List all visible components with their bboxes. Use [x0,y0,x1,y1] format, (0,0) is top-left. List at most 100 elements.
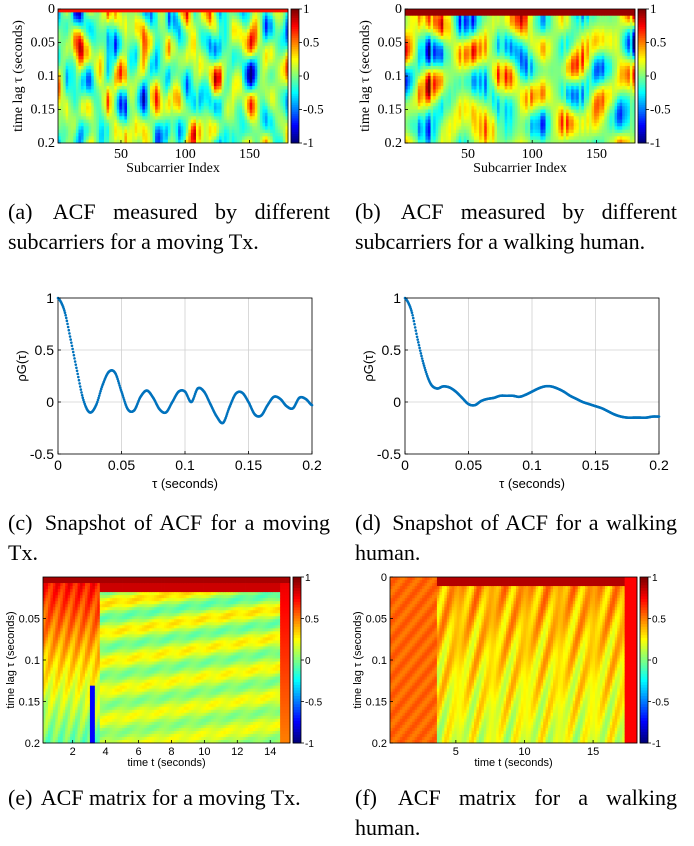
heatmap-cell [198,29,202,33]
heatmap-cell [420,122,424,127]
heatmap-cell [272,72,276,77]
heatmap-cell [471,122,475,127]
heatmap-cell [219,122,222,127]
heatmap-cell [226,139,230,144]
heatmap-cell [96,49,100,53]
heatmap-cell [196,45,199,50]
heatmap-cell [453,35,457,40]
heatmap-cell [101,126,105,130]
heatmap-cell [234,32,238,37]
heatmap-cell [101,65,105,70]
heatmap-cell [231,119,235,124]
heatmap-cell [178,79,182,84]
heatmap-cell [219,109,222,114]
heatmap-cell [285,109,289,114]
heatmap-cell [456,9,460,13]
heatmap-cell [479,99,483,104]
heatmap-cell [410,65,414,70]
heatmap-cell [415,79,419,84]
heatmap-cell [282,22,286,27]
heatmap-cell [106,112,110,117]
heatmap-cell [224,49,228,53]
heatmap-cell [433,129,437,134]
heatmap-cell [142,132,146,137]
heatmap-cell [412,52,416,57]
heatmap-cell [448,22,452,27]
heatmap-cell [412,76,416,80]
heatmap-cell [188,35,192,40]
heatmap-cell [224,86,228,90]
heatmap-cell [236,32,240,37]
heatmap-cell [201,109,205,114]
heatmap-cell [104,19,107,23]
heatmap-cell [88,126,92,130]
heatmap-cell [407,79,411,84]
heatmap-cell [58,126,61,130]
heatmap-cell [282,25,286,30]
heatmap-cell [116,9,120,13]
heatmap-cell [150,22,153,27]
heatmap-cell [422,22,426,27]
heatmap-cell [109,69,113,74]
heatmap-cell [257,72,261,77]
heatmap-cell [221,42,225,47]
heatmap-cell [252,62,256,67]
heatmap-cell [428,39,431,43]
heatmap-cell [190,126,194,130]
heatmap-cell [247,55,251,60]
colorbar-segment [291,127,299,131]
heatmap-cell [116,35,120,40]
heatmap-cell [147,29,151,33]
heatmap-cell [466,129,470,134]
heatmap-cell [132,86,136,90]
heatmap-cell [142,35,146,40]
heatmap-cell [98,136,102,141]
heatmap-cell [244,132,248,137]
heatmap-cell [91,45,95,50]
heatmap-cell [81,55,84,60]
heatmap-cell [244,79,248,84]
heatmap-cell [282,109,286,114]
heatmap-cell [226,25,230,30]
heatmap-cell [127,96,130,100]
heatmap-cell [481,136,485,141]
heatmap-cell [75,55,79,60]
heatmap-cell [466,35,470,40]
heatmap-cell [111,102,115,107]
heatmap-cell [428,86,431,90]
heatmap-cell [453,29,457,33]
heatmap-cell [170,15,174,20]
heatmap-cell [471,129,475,134]
heatmap-cell [219,32,222,37]
heatmap-cell [178,42,182,47]
heatmap-cell [277,86,281,90]
heatmap-cell [208,139,212,144]
heatmap-cell [422,29,426,33]
heatmap-cell [265,22,268,27]
heatmap-cell [448,102,452,107]
heatmap-cell [98,89,102,94]
heatmap-cell [479,45,483,50]
heatmap-cell [259,122,263,127]
heatmap-cell [208,92,212,97]
heatmap-cell [73,12,77,17]
colorbar-tick-label: 0.5 [303,35,319,50]
colorbar-segment [291,122,299,126]
chart-a: 1 0.5 0 -0.5 -1 50 100 150 0 0.05 0.1 0.15 0.2 Subcar… [0,0,340,195]
heatmap-cell [114,15,118,20]
heatmap-cell [58,129,61,134]
heatmap-cell [119,122,123,127]
heatmap-cell [193,69,197,74]
heatmap-cell [239,19,243,23]
heatmap-cell [167,119,171,124]
heatmap-cell [60,55,64,60]
heatmap-cell [219,86,222,90]
heatmap-cell [481,65,485,70]
heatmap-cell [229,112,233,117]
heatmap-cell [73,139,77,144]
heatmap-cell [114,9,118,13]
heatmap-cell [101,55,105,60]
heatmap-cell [242,52,245,57]
heatmap-cell [68,69,72,74]
heatmap-cell [415,55,419,60]
